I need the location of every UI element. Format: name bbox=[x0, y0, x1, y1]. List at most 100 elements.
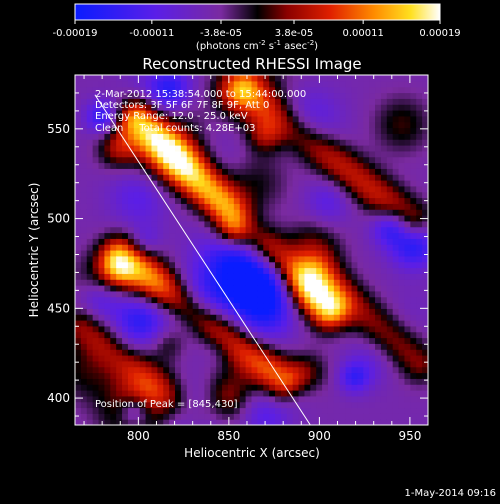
heatmap-cell bbox=[104, 267, 111, 274]
heatmap-cell bbox=[145, 372, 153, 379]
heatmap-cell bbox=[216, 255, 223, 263]
heatmap-cell bbox=[133, 355, 141, 362]
heatmap-cell bbox=[227, 261, 235, 269]
heatmap-cell bbox=[298, 255, 306, 263]
heatmap-cell bbox=[280, 267, 288, 274]
heatmap-cell bbox=[369, 360, 376, 368]
heatmap-cell bbox=[298, 384, 306, 391]
heatmap-cell bbox=[375, 127, 382, 134]
heatmap-cell bbox=[92, 168, 100, 175]
heatmap-cell bbox=[104, 244, 111, 251]
heatmap-cell bbox=[280, 127, 288, 134]
heatmap-cell bbox=[133, 250, 141, 257]
heatmap-cell bbox=[186, 372, 194, 379]
heatmap-cell bbox=[392, 343, 400, 350]
heatmap-cell bbox=[398, 80, 406, 88]
heatmap-cell bbox=[375, 250, 382, 257]
heatmap-cell bbox=[416, 203, 423, 210]
heatmap-cell bbox=[369, 80, 376, 88]
heatmap-cell bbox=[80, 127, 88, 134]
heatmap-cell bbox=[204, 185, 211, 193]
heatmap-cell bbox=[369, 162, 376, 169]
heatmap-cell bbox=[169, 261, 176, 269]
heatmap-cell bbox=[251, 174, 258, 181]
heatmap-cell bbox=[75, 191, 82, 199]
heatmap-cell bbox=[151, 290, 158, 298]
heatmap-cell bbox=[222, 86, 229, 94]
heatmap-cell bbox=[222, 355, 229, 362]
heatmap-cell bbox=[163, 127, 170, 134]
heatmap-cell bbox=[404, 203, 411, 210]
heatmap-cell bbox=[192, 156, 200, 164]
heatmap-cell bbox=[375, 174, 382, 181]
heatmap-cell bbox=[275, 343, 282, 350]
heatmap-cell bbox=[322, 320, 329, 327]
heatmap-cell bbox=[392, 115, 400, 123]
heatmap-cell bbox=[204, 145, 211, 152]
heatmap-cell bbox=[422, 80, 428, 88]
heatmap-cell bbox=[233, 331, 241, 339]
heatmap-cell bbox=[104, 168, 111, 175]
heatmap-cell bbox=[210, 314, 217, 321]
heatmap-cell bbox=[86, 355, 94, 362]
heatmap-cell bbox=[245, 139, 253, 146]
heatmap-cell bbox=[280, 209, 288, 216]
heatmap-cell bbox=[257, 226, 264, 234]
heatmap-cell bbox=[239, 168, 247, 175]
heatmap-cell bbox=[75, 209, 82, 216]
heatmap-cell bbox=[292, 86, 300, 94]
heatmap-cell bbox=[104, 150, 111, 158]
heatmap-cell bbox=[186, 401, 194, 409]
heatmap-cell bbox=[298, 355, 306, 362]
heatmap-cell bbox=[233, 267, 241, 274]
heatmap-cell bbox=[139, 320, 147, 327]
heatmap-cell bbox=[186, 378, 194, 385]
heatmap-cell bbox=[404, 255, 411, 263]
heatmap-cell bbox=[363, 337, 370, 344]
heatmap-cell bbox=[210, 86, 217, 94]
heatmap-cell bbox=[263, 115, 270, 123]
heatmap-cell bbox=[80, 296, 88, 304]
heatmap-cell bbox=[410, 413, 417, 420]
heatmap-cell bbox=[122, 139, 129, 146]
heatmap-cell bbox=[110, 115, 117, 123]
heatmap-cell bbox=[92, 110, 100, 117]
heatmap-cell bbox=[333, 395, 341, 403]
heatmap-cell bbox=[269, 244, 276, 251]
heatmap-cell bbox=[216, 267, 223, 274]
heatmap-cell bbox=[175, 384, 182, 391]
heatmap-cell bbox=[416, 308, 423, 315]
heatmap-cell bbox=[186, 325, 194, 333]
heatmap-cell bbox=[316, 156, 323, 164]
heatmap-cell bbox=[127, 220, 135, 228]
heatmap-cell bbox=[75, 360, 82, 368]
heatmap-cell bbox=[322, 139, 329, 146]
heatmap-cell bbox=[416, 290, 423, 298]
heatmap-cell bbox=[422, 384, 428, 391]
heatmap-cell bbox=[169, 349, 176, 356]
heatmap-cell bbox=[375, 180, 382, 187]
heatmap-cell bbox=[180, 121, 188, 129]
heatmap-cell bbox=[180, 110, 188, 117]
heatmap-cell bbox=[175, 139, 182, 146]
heatmap-cell bbox=[127, 395, 135, 403]
heatmap-cell bbox=[375, 413, 382, 420]
heatmap-cell bbox=[127, 378, 135, 385]
heatmap-cell bbox=[310, 168, 317, 175]
heatmap-cell bbox=[122, 215, 129, 222]
heatmap-cell bbox=[122, 407, 129, 414]
heatmap-cell bbox=[275, 419, 282, 425]
heatmap-cell bbox=[110, 267, 117, 274]
heatmap-cell bbox=[110, 238, 117, 245]
heatmap-cell bbox=[386, 191, 394, 199]
heatmap-cell bbox=[363, 238, 370, 245]
heatmap-cell bbox=[375, 121, 382, 129]
heatmap-cell bbox=[233, 250, 241, 257]
heatmap-cell bbox=[98, 372, 106, 379]
heatmap-cell bbox=[416, 197, 423, 204]
heatmap-cell bbox=[392, 139, 400, 146]
heatmap-cell bbox=[410, 226, 417, 234]
heatmap-cell bbox=[104, 419, 111, 425]
heatmap-cell bbox=[404, 162, 411, 169]
heatmap-cell bbox=[75, 162, 82, 169]
